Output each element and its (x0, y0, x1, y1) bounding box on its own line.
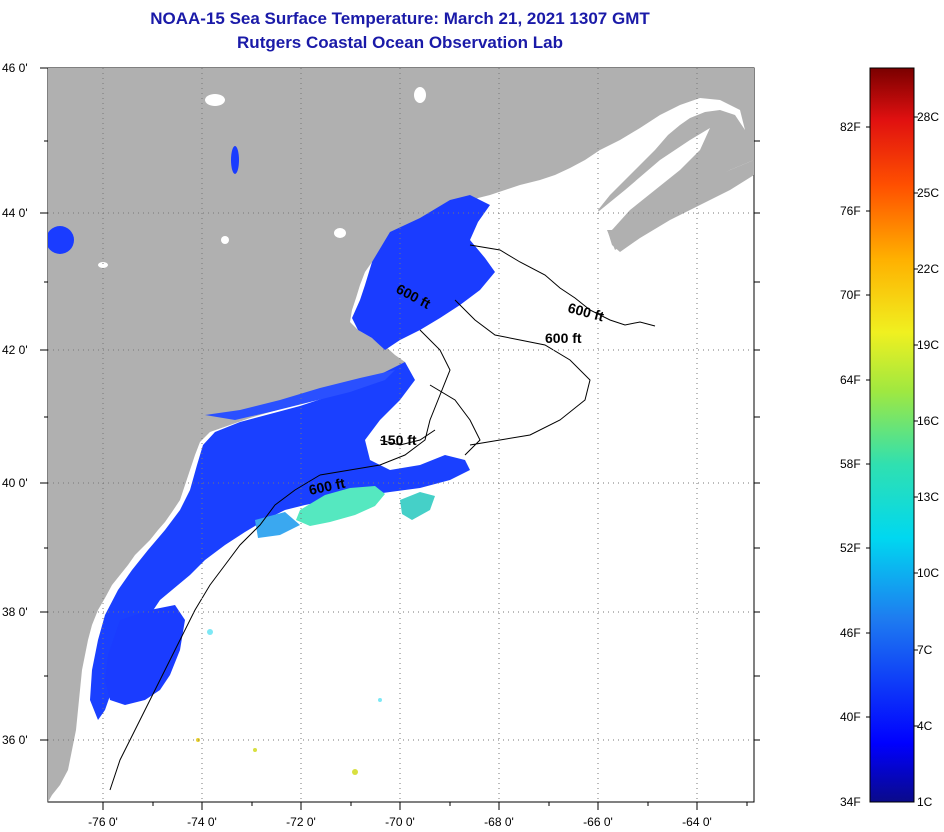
lon-label: -68 0' (484, 815, 514, 829)
map-subtitle: Rutgers Coastal Ocean Observation Lab (237, 33, 563, 52)
warm-slope-water (296, 486, 385, 526)
cold-water-mid-atlantic (90, 362, 470, 720)
colorbar-c-label: 25C (917, 186, 939, 200)
lake-water (231, 146, 239, 174)
sst-speck (207, 629, 213, 635)
land-mass (48, 68, 754, 802)
colorbar-c-label: 4C (917, 719, 933, 733)
contour-label: 600 ft (307, 475, 346, 498)
warm-slope-water (400, 492, 435, 520)
colorbar-f-label: 64F (840, 373, 861, 387)
contour-line (109, 244, 656, 791)
cold-water-gulf-of-maine (352, 195, 495, 350)
colorbar-f-label: 52F (840, 541, 861, 555)
colorbar-c-label: 19C (917, 338, 939, 352)
lat-label: 40 0' (2, 476, 28, 490)
lake-water (48, 226, 74, 254)
colorbar-ticks (866, 116, 918, 727)
inland-lake (205, 94, 225, 106)
lat-label: 36 0' (2, 733, 28, 747)
lon-label: -72 0' (286, 815, 316, 829)
lat-label: 46 0' (2, 61, 28, 75)
inland-lake (334, 228, 346, 238)
colorbar-f-label: 58F (840, 457, 861, 471)
lat-label: 42 0' (2, 343, 28, 357)
colorbar (869, 67, 915, 803)
colorbar-f-label: 34F (840, 795, 861, 809)
lon-label: -64 0' (682, 815, 712, 829)
lon-label: -76 0' (88, 815, 118, 829)
sst-speck (352, 769, 358, 775)
colorbar-c-label: 7C (917, 643, 933, 657)
colorbar-c-label: 16C (917, 414, 939, 428)
inland-lake (98, 262, 108, 268)
lat-label: 44 0' (2, 206, 28, 220)
colorbar-f-label: 46F (840, 626, 861, 640)
warm-slope-water (255, 512, 300, 538)
nova-scotia (608, 160, 754, 252)
colorbar-f-label: 70F (840, 288, 861, 302)
axis-ticks (40, 67, 760, 810)
colorbar-c-label: 10C (917, 566, 939, 580)
colorbar-f-label: 82F (840, 120, 861, 134)
colorbar-c-label: 22C (917, 262, 939, 276)
cold-water-chesapeake (105, 605, 185, 705)
bay-of-fundy (598, 128, 710, 230)
colorbar-c-label: 13C (917, 490, 939, 504)
inland-lake (414, 87, 426, 103)
lon-label: -70 0' (385, 815, 415, 829)
lon-label: -74 0' (187, 815, 217, 829)
colorbar-c-label: 28C (917, 110, 939, 124)
lat-label: 38 0' (2, 605, 28, 619)
map-title: NOAA-15 Sea Surface Temperature: March 2… (150, 9, 650, 28)
contour-label: 150 ft (380, 432, 417, 448)
colorbar-f-label: 76F (840, 204, 861, 218)
sst-speck (378, 698, 382, 702)
lon-label: -66 0' (583, 815, 613, 829)
colorbar-f-label: 40F (840, 710, 861, 724)
contour-label: 600 ft (545, 330, 582, 346)
cold-water-long-island-sound (205, 370, 395, 420)
inland-lake (221, 236, 229, 244)
sst-speck (253, 748, 257, 752)
colorbar-c-label: 1C (917, 795, 933, 809)
